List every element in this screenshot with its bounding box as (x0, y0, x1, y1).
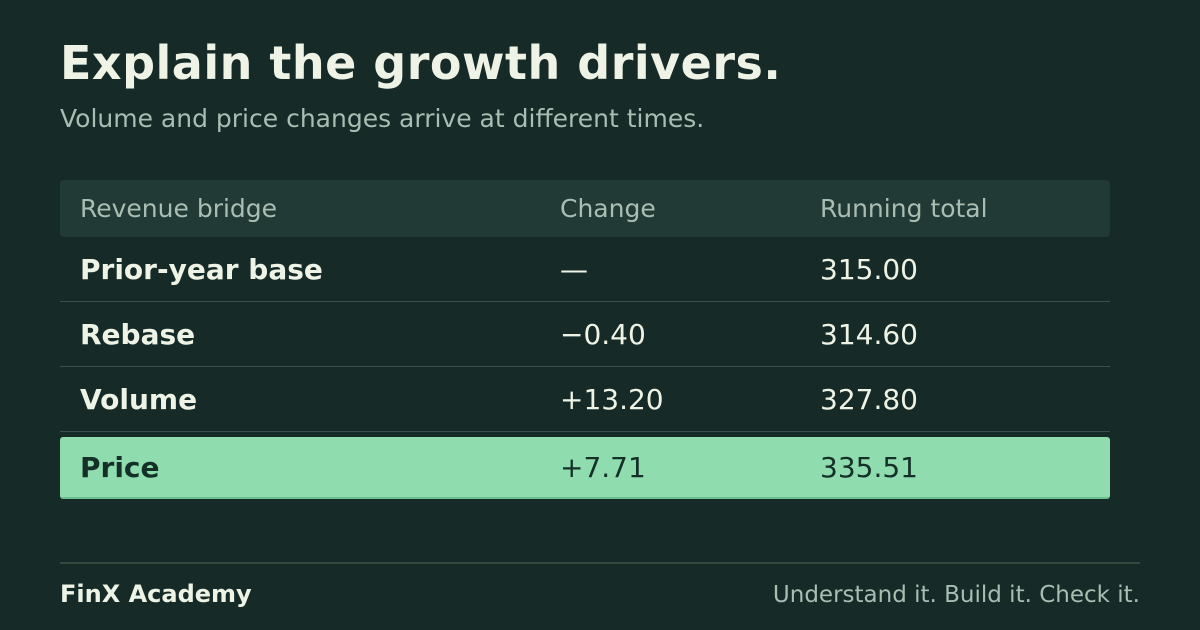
table-cell: 315.00 (820, 252, 918, 286)
table-row: Rebase −0.40 314.60 (60, 302, 1110, 367)
header-cell: Change (560, 194, 656, 223)
table-cell: — (560, 252, 588, 286)
table-row: Prior-year base — 315.00 (60, 237, 1110, 302)
table-header: Revenue bridge Change Running total (60, 180, 1110, 237)
header-cell: Revenue bridge (80, 194, 278, 223)
table-row: Volume +13.20 327.80 (60, 367, 1110, 432)
table-cell: +7.71 (560, 450, 646, 484)
table-cell: 314.60 (820, 317, 918, 351)
table-row: Price +7.71 335.51 (60, 437, 1110, 499)
header-cell: Running total (820, 194, 988, 223)
brand: FinX Academy (60, 580, 252, 608)
subtitle: Volume and price changes arrive at diffe… (60, 104, 705, 133)
title: Explain the growth drivers. (60, 36, 782, 90)
table-cell: Prior-year base (80, 252, 323, 286)
table-cell: Price (80, 450, 160, 484)
footer-rule (60, 562, 1140, 564)
table-cell: 327.80 (820, 382, 918, 416)
table: Revenue bridge Change Running total Prio… (60, 180, 1110, 499)
table-cell: Volume (80, 382, 198, 416)
table-cell: +13.20 (560, 382, 664, 416)
table-cell: −0.40 (560, 317, 646, 351)
tagline: Understand it. Build it. Check it. (772, 582, 1140, 608)
table-cell: Rebase (80, 317, 196, 351)
table-cell: 335.51 (820, 450, 918, 484)
